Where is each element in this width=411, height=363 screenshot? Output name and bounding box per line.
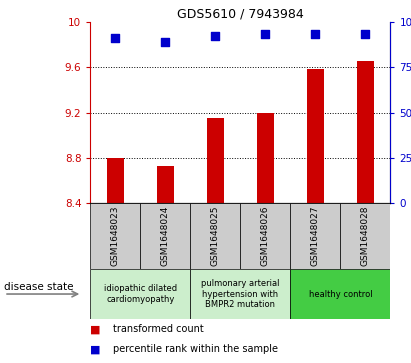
Bar [240, 203, 291, 269]
Text: idiopathic dilated
cardiomyopathy: idiopathic dilated cardiomyopathy [104, 284, 177, 304]
Bar [291, 203, 340, 269]
Bar [157, 166, 174, 203]
Text: GSM1648023: GSM1648023 [111, 206, 120, 266]
Text: GSM1648027: GSM1648027 [311, 206, 320, 266]
Text: GSM1648024: GSM1648024 [161, 206, 170, 266]
Bar [307, 69, 324, 203]
Bar [141, 203, 190, 269]
Bar [291, 269, 390, 319]
Text: transformed count: transformed count [113, 325, 204, 334]
Text: disease state: disease state [4, 282, 74, 292]
Title: GDS5610 / 7943984: GDS5610 / 7943984 [177, 8, 304, 21]
Text: healthy control: healthy control [309, 290, 372, 298]
Bar [257, 113, 274, 203]
Bar [107, 158, 124, 203]
Bar [90, 203, 141, 269]
Text: GSM1648028: GSM1648028 [361, 206, 370, 266]
Bar [190, 203, 240, 269]
Text: GSM1648025: GSM1648025 [211, 206, 220, 266]
Text: pulmonary arterial
hypertension with
BMPR2 mutation: pulmonary arterial hypertension with BMP… [201, 279, 279, 309]
Text: ■: ■ [90, 344, 101, 354]
Point [112, 35, 119, 41]
Point [162, 39, 169, 45]
Point [212, 33, 219, 39]
Text: ■: ■ [90, 325, 101, 334]
Bar [357, 61, 374, 203]
Point [362, 32, 369, 37]
Bar [190, 269, 291, 319]
Point [312, 32, 319, 37]
Bar [90, 269, 190, 319]
Text: percentile rank within the sample: percentile rank within the sample [113, 344, 278, 354]
Bar [340, 203, 390, 269]
Bar [207, 118, 224, 203]
Text: GSM1648026: GSM1648026 [261, 206, 270, 266]
Point [262, 32, 269, 37]
